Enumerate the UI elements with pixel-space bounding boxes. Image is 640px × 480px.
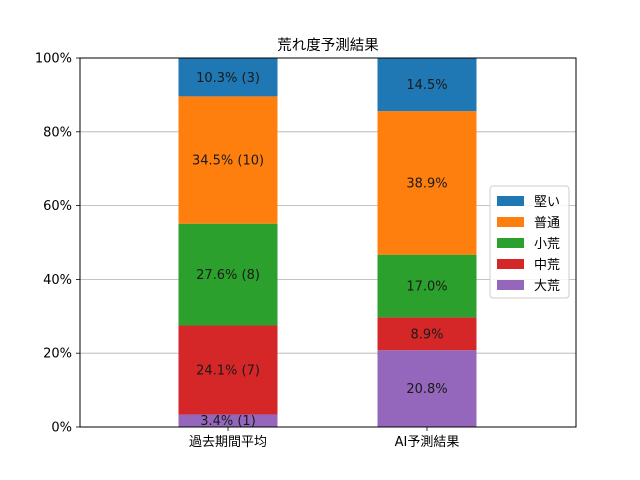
bar-segment xyxy=(178,223,278,326)
data-label: 34.5% (10) xyxy=(192,154,264,169)
data-label: 27.6% (8) xyxy=(196,268,260,283)
bar-segment xyxy=(377,111,477,255)
x-tick-label: 過去期間平均 xyxy=(189,435,267,450)
bar-segment xyxy=(178,325,278,415)
data-label: 38.9% xyxy=(406,176,447,191)
bar-segment xyxy=(377,350,477,427)
legend-label: 普通 xyxy=(534,216,560,231)
bar-segment xyxy=(377,317,477,351)
legend-swatch xyxy=(497,259,524,269)
legend-swatch xyxy=(497,238,524,248)
y-tick-label: 60% xyxy=(43,199,72,214)
data-label: 10.3% (3) xyxy=(196,71,260,86)
legend-swatch xyxy=(497,280,524,290)
chart-title: 荒れ度予測結果 xyxy=(277,37,379,54)
y-tick-label: 20% xyxy=(43,347,72,362)
legend-swatch xyxy=(497,217,524,227)
y-tick-label: 80% xyxy=(43,125,72,140)
legend-label: 大荒 xyxy=(534,279,560,294)
plot-frame xyxy=(79,57,577,428)
bar-segment xyxy=(178,96,278,224)
y-tick-label: 40% xyxy=(43,273,72,288)
data-label: 14.5% xyxy=(406,78,447,93)
bar-segment xyxy=(178,414,278,427)
legend-swatch xyxy=(497,196,524,206)
legend-box xyxy=(489,185,570,299)
bar-segment xyxy=(377,254,477,318)
x-axis: 過去期間平均 AI予測結果 xyxy=(189,427,459,450)
data-label: 20.8% xyxy=(406,382,447,397)
legend-label: 堅い xyxy=(534,195,560,210)
data-label: 24.1% (7) xyxy=(196,363,260,378)
data-label: 8.9% xyxy=(410,327,443,342)
y-tick-label: 0% xyxy=(51,421,72,436)
bar-segment xyxy=(178,58,278,97)
y-tick-label: 100% xyxy=(35,52,72,67)
bars: 3.4% (1) 24.1% (7) 27.6% (8) 34.5% (10) 10.3… xyxy=(178,57,477,429)
data-label: 3.4% (1) xyxy=(200,414,256,429)
x-tick-label: AI予測結果 xyxy=(395,435,460,450)
data-label: 17.0% xyxy=(406,280,447,295)
legend-label: 小荒 xyxy=(534,237,560,252)
y-axis: 0% 20% 40% 60% 80% 100% xyxy=(35,52,80,436)
bar-segment xyxy=(377,57,477,112)
legend-label: 中荒 xyxy=(534,258,560,273)
